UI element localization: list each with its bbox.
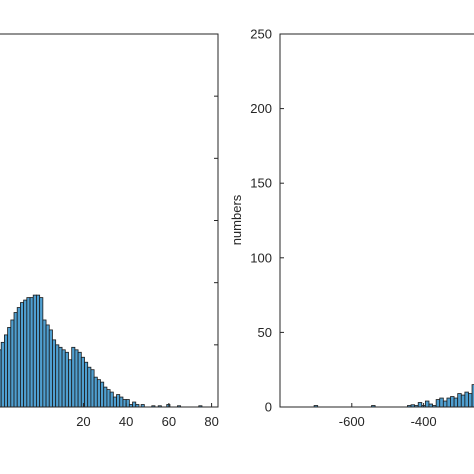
histogram-bar [464, 391, 469, 408]
histogram-bar [39, 297, 44, 408]
histogram-bar [13, 312, 18, 408]
histogram-bar [10, 319, 15, 408]
right-plot-frame [279, 33, 474, 408]
histogram-bar [7, 327, 12, 408]
histogram-bar [71, 346, 76, 408]
histogram-bar [96, 379, 101, 408]
right-histogram-panel: -600 -400 0 50 100 150 200 250 numbers [229, 27, 474, 429]
y-tick-label: 50 [258, 325, 272, 340]
y-axis-title: numbers [229, 194, 244, 245]
right-x-axis: -600 -400 [339, 403, 437, 429]
histogram-bar [64, 351, 69, 408]
x-tick-label: -600 [339, 414, 365, 429]
histogram-bar [55, 344, 60, 408]
histogram-bar [29, 297, 34, 408]
histogram-bar [4, 334, 9, 408]
histogram-bar [61, 349, 66, 408]
histogram-bar [132, 401, 137, 408]
histogram-bar [52, 339, 57, 408]
histogram-bar [100, 381, 105, 408]
histogram-bar [460, 394, 466, 408]
y-tick-label: 150 [250, 176, 272, 191]
histogram-bar [109, 391, 114, 408]
histogram-bar [442, 400, 448, 408]
x-tick-label: -400 [411, 414, 437, 429]
histogram-bar [457, 393, 462, 408]
histogram-bar [119, 396, 124, 408]
histogram-bar [77, 351, 82, 408]
histogram-bar [450, 396, 455, 408]
histogram-bar [116, 394, 121, 408]
histogram-bar [93, 376, 98, 408]
histogram-bar [0, 341, 5, 408]
x-tick-label: 80 [204, 414, 218, 429]
histogram-bar [74, 349, 79, 408]
y-tick-label: 100 [250, 250, 272, 265]
histogram-bar [20, 302, 25, 408]
histogram-bar [103, 386, 108, 408]
histogram-bar [424, 400, 430, 408]
histogram-bar [439, 397, 444, 408]
y-tick-label: 0 [265, 400, 272, 415]
histogram-bar [84, 361, 89, 408]
histogram-bar [446, 397, 451, 408]
histogram-bar [48, 329, 53, 408]
left-histogram-bars [0, 294, 203, 408]
histogram-bar [42, 319, 47, 408]
histogram-bar [106, 389, 111, 408]
histogram-bar [36, 294, 41, 408]
histogram-bar [435, 399, 441, 408]
left-y-axis [214, 33, 218, 408]
histogram-bar [16, 307, 21, 408]
x-tick-label: 60 [162, 414, 176, 429]
histogram-bar [58, 346, 63, 408]
histogram-bar [23, 299, 28, 408]
histogram-bar [32, 294, 37, 408]
right-histogram-bars [313, 384, 474, 408]
histogram-bar [45, 324, 50, 408]
y-tick-label: 200 [250, 101, 272, 116]
x-tick-label: 40 [119, 414, 133, 429]
histogram-bar [417, 402, 423, 408]
histogram-bar [90, 369, 95, 408]
histogram-bar [26, 297, 31, 408]
histogram-bar [112, 396, 117, 408]
y-tick-label: 250 [250, 27, 272, 42]
left-histogram-panel: 20 40 60 80 [0, 33, 219, 429]
histogram-bar [68, 359, 73, 408]
histogram-bar [453, 397, 459, 408]
x-tick-label: 20 [76, 414, 90, 429]
right-y-axis: 0 50 100 150 200 250 [250, 27, 284, 415]
histogram-bar [80, 356, 85, 408]
histogram-bar [468, 393, 473, 408]
left-x-axis: 20 40 60 80 [76, 403, 219, 429]
histogram-bar [87, 366, 92, 408]
